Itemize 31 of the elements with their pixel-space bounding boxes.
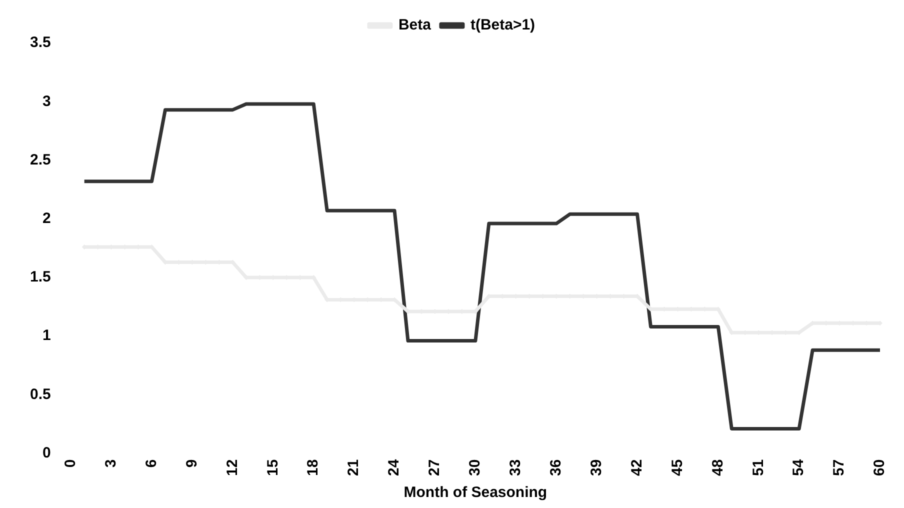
x-tick-label: 36: [547, 459, 564, 476]
x-tick-label: 12: [224, 459, 241, 476]
y-tick-label: 2.5: [30, 151, 51, 168]
y-tick-label: 1: [42, 327, 51, 344]
x-tick-label: 9: [183, 459, 200, 468]
x-tick-label: 15: [264, 459, 282, 476]
x-tick-label: 6: [142, 459, 160, 468]
x-axis-title: Month of Seasoning: [404, 484, 548, 502]
y-tick-label: 3.5: [30, 34, 51, 52]
x-tick-label: 33: [507, 459, 524, 476]
legend-label: t(Beta>1): [470, 16, 536, 34]
x-tick-label: 0: [62, 459, 79, 468]
x-tick-label: 60: [871, 459, 888, 476]
legend-label: Beta: [398, 16, 432, 34]
y-tick-label: 0.5: [30, 386, 51, 403]
x-tick-label: 45: [668, 459, 686, 476]
x-tick-label: 57: [830, 459, 848, 476]
x-tick-label: 27: [426, 459, 444, 476]
x-tick-label: 18: [304, 459, 322, 476]
x-tick-label: 39: [588, 459, 605, 476]
x-tick-label: 48: [709, 459, 726, 476]
y-tick-label: 1.5: [30, 268, 51, 286]
x-tick-label: 54: [790, 458, 808, 476]
x-tick-label: 21: [345, 459, 362, 476]
x-tick-label: 51: [750, 459, 767, 476]
y-tick-label: 3: [42, 92, 51, 110]
x-tick-label: 3: [102, 459, 120, 468]
x-tick-label: 42: [628, 459, 646, 476]
x-tick-label: 24: [386, 458, 403, 476]
y-tick-label: 2: [42, 210, 51, 227]
x-tick-label: 30: [466, 459, 484, 476]
